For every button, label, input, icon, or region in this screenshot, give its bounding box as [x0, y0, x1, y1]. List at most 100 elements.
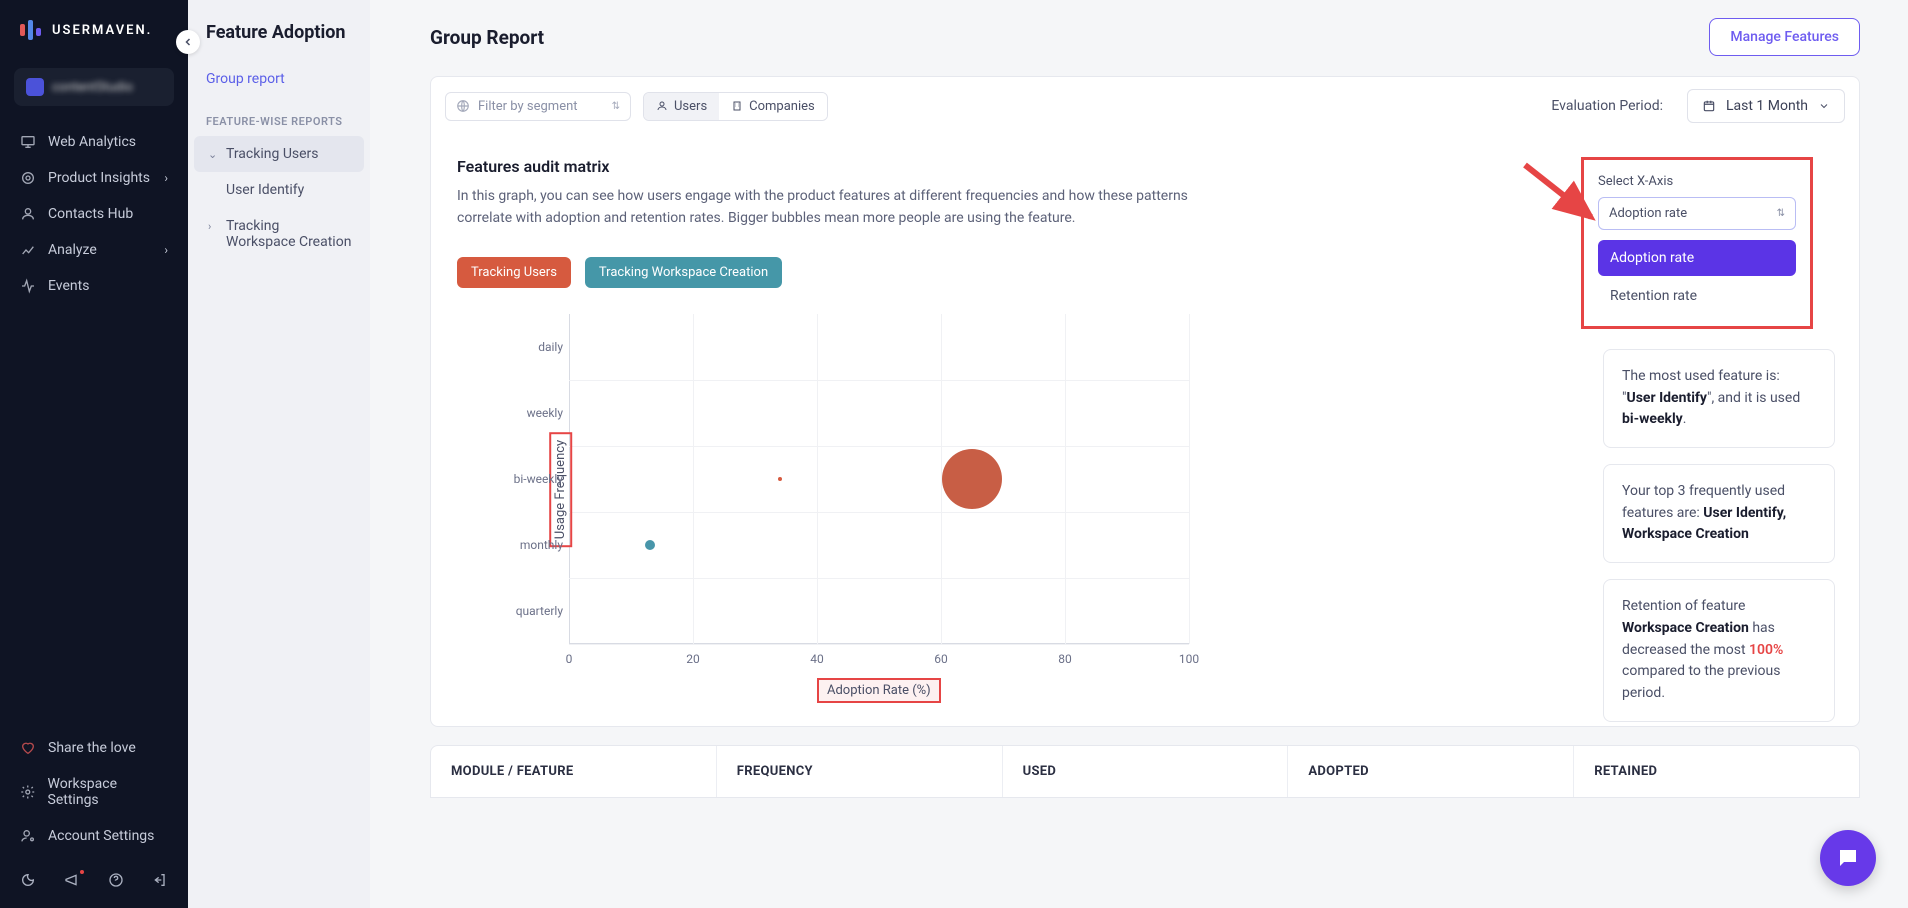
users-companies-toggle: Users Companies: [643, 92, 828, 121]
y-tick-label: daily: [538, 340, 563, 354]
user-icon: [20, 206, 36, 222]
toggle-companies[interactable]: Companies: [719, 93, 827, 120]
sub-item-label: User Identify: [226, 182, 352, 198]
sub-section-label: FEATURE-WISE REPORTS: [188, 95, 370, 136]
target-icon: [20, 170, 36, 186]
help-icon[interactable]: [108, 872, 124, 890]
axis-option-retention[interactable]: Retention rate: [1598, 278, 1796, 314]
nav-analyze[interactable]: Analyze ›: [0, 232, 188, 268]
chevron-right-icon: ›: [208, 220, 220, 233]
nav-web-analytics[interactable]: Web Analytics: [0, 124, 188, 160]
chevron-updown-icon: ⇅: [1777, 208, 1785, 219]
toggle-users[interactable]: Users: [644, 93, 719, 120]
chevron-down-icon: [1818, 100, 1830, 112]
chevron-right-icon: ›: [164, 171, 168, 185]
audit-card: Filter by segment ⇅ Users Companies Eval…: [430, 76, 1860, 727]
chevron-updown-icon: ⇅: [612, 101, 620, 112]
nav-label: Web Analytics: [48, 134, 136, 150]
brand-name: USERMAVEN.: [52, 23, 152, 38]
x-tick-label: 40: [810, 652, 824, 666]
x-tick-label: 60: [934, 652, 948, 666]
logo-icon: [20, 18, 44, 42]
calendar-icon: [1702, 99, 1716, 113]
legend-tracking-workspace-creation[interactable]: Tracking Workspace Creation: [585, 257, 782, 288]
nav-label: Analyze: [48, 242, 97, 258]
notification-badge: [78, 868, 86, 876]
nav-label: Share the love: [48, 740, 136, 756]
x-tick-label: 0: [566, 652, 573, 666]
main-content: Group Report Manage Features Filter by s…: [370, 0, 1908, 908]
user-icon: [656, 100, 668, 112]
theme-toggle[interactable]: [20, 872, 36, 890]
workspace-avatar: [26, 78, 44, 96]
table-col-adopted: ADOPTED: [1288, 746, 1574, 797]
nav-label: Events: [48, 278, 89, 294]
y-tick-label: monthly: [520, 538, 563, 552]
user-gear-icon: [20, 828, 36, 844]
x-tick-label: 100: [1179, 652, 1199, 666]
workspace-switcher[interactable]: contentStudio: [14, 68, 174, 106]
primary-sidebar: USERMAVEN. contentStudio Web Analytics P…: [0, 0, 188, 908]
chart-bubble[interactable]: [942, 449, 1002, 509]
period-value: Last 1 Month: [1726, 98, 1808, 114]
logout-icon[interactable]: [152, 872, 168, 890]
filter-bar: Filter by segment ⇅ Users Companies Eval…: [431, 77, 1859, 135]
features-table-header: MODULE / FEATURE FREQUENCY USED ADOPTED …: [430, 745, 1860, 798]
x-tick-label: 80: [1058, 652, 1072, 666]
insight-retention: Retention of feature Workspace Creation …: [1603, 579, 1835, 721]
sub-item-label: Tracking Users: [226, 146, 352, 162]
axis-option-adoption[interactable]: Adoption rate: [1598, 240, 1796, 276]
nav-label: Workspace Settings: [48, 776, 168, 808]
nav-label: Product Insights: [48, 170, 150, 186]
audit-description: In this graph, you can see how users eng…: [457, 186, 1197, 229]
page-title: Group Report: [430, 26, 544, 49]
chevron-left-icon: [182, 36, 194, 48]
nav-workspace-settings[interactable]: Workspace Settings: [0, 766, 188, 818]
link-group-report[interactable]: Group report: [188, 63, 370, 95]
chat-fab[interactable]: [1820, 830, 1876, 886]
toggle-label: Companies: [749, 99, 815, 114]
sub-item-tracking-workspace-creation[interactable]: › Tracking Workspace Creation: [194, 208, 364, 260]
insight-top3: Your top 3 frequently used features are:…: [1603, 464, 1835, 563]
manage-features-button[interactable]: Manage Features: [1709, 18, 1860, 56]
axis-select-label: Select X-Axis: [1598, 174, 1796, 189]
brand-logo[interactable]: USERMAVEN.: [0, 0, 188, 60]
axis-select-input[interactable]: Adoption rate ⇅: [1598, 197, 1796, 230]
x-axis-title: Adoption Rate (%): [817, 678, 941, 703]
table-col-retained: RETAINED: [1574, 746, 1859, 797]
axis-select-panel: Select X-Axis Adoption rate ⇅ Adoption r…: [1581, 157, 1835, 329]
gear-icon: [20, 784, 36, 800]
nav-product-insights[interactable]: Product Insights ›: [0, 160, 188, 196]
y-tick-label: bi-weekly: [514, 472, 563, 486]
axis-selected-value: Adoption rate: [1609, 206, 1687, 221]
activity-icon: [20, 278, 36, 294]
nav-account-settings[interactable]: Account Settings: [0, 818, 188, 854]
globe-icon: [456, 99, 470, 113]
chat-icon: [1836, 846, 1860, 870]
nav-label: Contacts Hub: [48, 206, 133, 222]
y-tick-label: quarterly: [516, 604, 563, 618]
secondary-sidebar: Feature Adoption Group report FEATURE-WI…: [188, 0, 370, 908]
sidebar-collapse-toggle[interactable]: [176, 30, 200, 54]
nav-share-love[interactable]: Share the love: [0, 730, 188, 766]
heart-icon: [20, 740, 36, 756]
period-select[interactable]: Last 1 Month: [1687, 89, 1845, 123]
table-col-frequency: FREQUENCY: [717, 746, 1003, 797]
nav-contacts-hub[interactable]: Contacts Hub: [0, 196, 188, 232]
filter-by-segment[interactable]: Filter by segment ⇅: [445, 92, 631, 121]
legend-tracking-users[interactable]: Tracking Users: [457, 257, 571, 288]
sub-item-label: Tracking Workspace Creation: [226, 218, 352, 250]
monitor-icon: [20, 134, 36, 150]
announcements-icon[interactable]: [64, 872, 80, 890]
toggle-label: Users: [674, 99, 707, 114]
sub-item-tracking-users[interactable]: ⌄ Tracking Users: [194, 136, 364, 172]
y-axis-title: Usage Frequency: [549, 432, 572, 547]
sub-sidebar-title: Feature Adoption: [188, 22, 370, 63]
nav-events[interactable]: Events: [0, 268, 188, 304]
building-icon: [731, 100, 743, 112]
chart-bubble[interactable]: [645, 540, 655, 550]
insights-column: The most used feature is: "User Identify…: [1603, 333, 1835, 722]
y-tick-label: weekly: [527, 406, 563, 420]
sub-item-user-identify[interactable]: User Identify: [194, 172, 364, 208]
chevron-down-icon: ⌄: [208, 148, 220, 161]
